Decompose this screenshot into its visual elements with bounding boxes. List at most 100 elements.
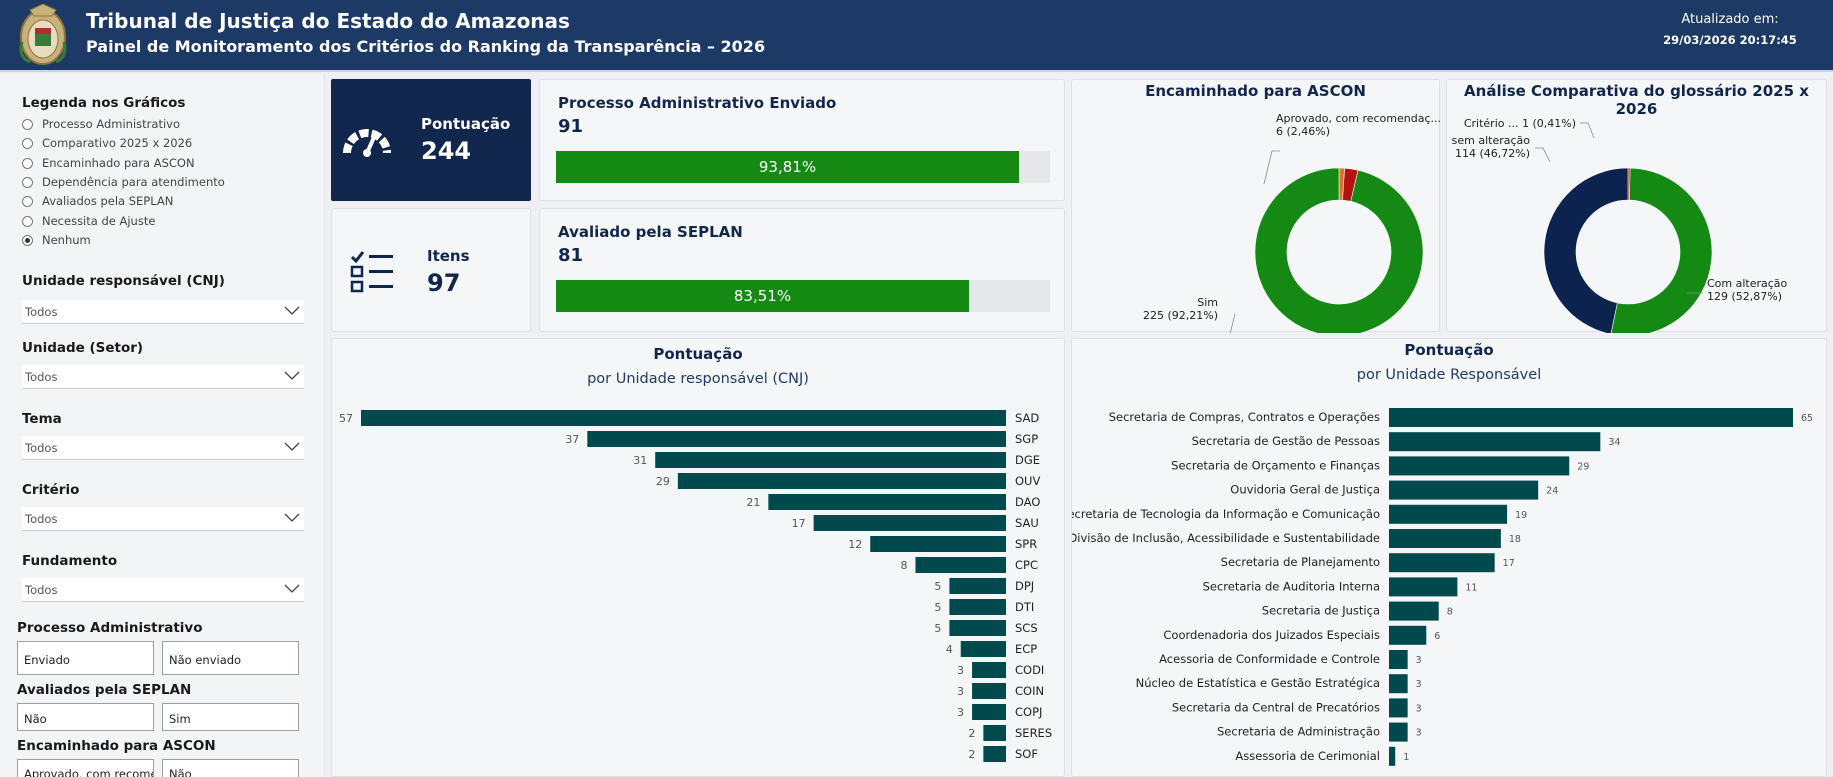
bar[interactable] bbox=[949, 599, 1006, 615]
bar[interactable] bbox=[1389, 746, 1396, 766]
bar[interactable] bbox=[361, 410, 1006, 426]
data-label: 12 bbox=[848, 538, 862, 551]
kpi-value: 244 bbox=[421, 137, 472, 165]
kpi-value: 97 bbox=[427, 269, 461, 297]
bar[interactable] bbox=[983, 746, 1006, 762]
bar[interactable] bbox=[655, 452, 1006, 468]
legend-option-comparativo[interactable]: Comparativo 2025 x 2026 bbox=[22, 136, 192, 150]
chart-title: Encaminhado para ASCON bbox=[1145, 82, 1366, 100]
category-label: Secretaria da Central de Precatórios bbox=[1172, 700, 1380, 714]
tile-ascon-aprovado[interactable]: Aprovado, com recomendações bbox=[17, 759, 154, 777]
tile-nao-enviado[interactable]: Não enviado bbox=[162, 641, 299, 675]
data-label: 6 bbox=[1434, 631, 1440, 642]
bar[interactable] bbox=[949, 578, 1006, 594]
tile-seplan-nao[interactable]: Não bbox=[17, 703, 154, 731]
category-label: Secretaria de Orçamento e Finanças bbox=[1171, 458, 1380, 472]
bar-chart-unidade: 65 Secretaria de Compras, Contratos e Ope… bbox=[1072, 408, 1813, 766]
bar[interactable] bbox=[983, 725, 1006, 741]
bar[interactable] bbox=[1389, 553, 1495, 573]
bar[interactable] bbox=[1389, 529, 1501, 548]
progress-value: 81 bbox=[558, 245, 584, 266]
progress-fill bbox=[556, 151, 1019, 183]
legend-option-dependencia[interactable]: Dependência para atendimento bbox=[22, 175, 225, 189]
bar[interactable] bbox=[1389, 698, 1408, 718]
slice-label[interactable]: Critério ... 1 (0,41%) bbox=[1464, 117, 1576, 130]
donut-slice[interactable] bbox=[1254, 167, 1424, 333]
category-label: Núcleo de Estatística e Gestão Estratégi… bbox=[1136, 676, 1380, 690]
checklist-icon bbox=[350, 251, 393, 293]
data-label: 1 bbox=[1403, 752, 1409, 763]
data-label: 57 bbox=[339, 412, 353, 425]
bar[interactable] bbox=[915, 557, 1006, 573]
bar[interactable] bbox=[972, 704, 1006, 720]
bar[interactable] bbox=[1389, 432, 1601, 452]
bar[interactable] bbox=[1389, 650, 1408, 669]
slice-label: sem alteração bbox=[1452, 134, 1531, 147]
filter-label-ascon: Encaminhado para ASCON bbox=[17, 738, 216, 754]
data-label: 19 bbox=[1515, 510, 1527, 521]
radio-icon bbox=[22, 176, 33, 188]
bar[interactable] bbox=[813, 515, 1006, 531]
category-label: SPR bbox=[1015, 537, 1037, 551]
bar[interactable] bbox=[1389, 577, 1458, 597]
category-label: SGP bbox=[1015, 432, 1038, 446]
bar[interactable] bbox=[960, 641, 1006, 657]
data-label: 29 bbox=[656, 475, 670, 488]
tile-seplan-sim[interactable]: Sim bbox=[162, 703, 299, 731]
dropdown-unidade-cnj[interactable]: Todos bbox=[22, 300, 304, 324]
bar[interactable] bbox=[1389, 601, 1439, 621]
progress-title: Avaliado pela SEPLAN bbox=[558, 223, 743, 241]
slice-label: Aprovado, com recomendaç... bbox=[1276, 112, 1441, 125]
chart-title: Pontuação bbox=[653, 345, 743, 363]
dropdown-tema[interactable]: Todos bbox=[22, 436, 304, 460]
tile-ascon-nao[interactable]: Não bbox=[162, 759, 299, 777]
bar[interactable] bbox=[768, 494, 1006, 510]
donut-chart-ascon: Aprovado, com recomendaç...6 (2,46%) Sim2… bbox=[1143, 112, 1441, 333]
data-label: 11 bbox=[1465, 582, 1477, 593]
data-label: 3 bbox=[957, 685, 964, 698]
bar[interactable] bbox=[1389, 674, 1408, 694]
dropdown-fundamento[interactable]: Todos bbox=[22, 578, 304, 602]
category-label: Secretaria de Gestão de Pessoas bbox=[1192, 434, 1380, 448]
bar[interactable] bbox=[1389, 722, 1408, 742]
data-label: 3 bbox=[1416, 655, 1422, 666]
filter-label-processo: Processo Administrativo bbox=[17, 620, 203, 636]
tile-enviado[interactable]: Enviado bbox=[17, 641, 154, 675]
category-label: Secretaria de Auditoria Interna bbox=[1203, 579, 1380, 593]
data-label: 65 bbox=[1801, 413, 1813, 424]
bar[interactable] bbox=[1389, 456, 1570, 476]
bar[interactable] bbox=[587, 431, 1006, 447]
donut-slice[interactable] bbox=[1610, 167, 1713, 333]
slice-value: 225 (92,21%) bbox=[1143, 309, 1218, 322]
data-label: 18 bbox=[1509, 534, 1521, 545]
bar[interactable] bbox=[1389, 504, 1508, 524]
dropdown-value: Todos bbox=[25, 370, 58, 384]
dropdown-unidade-setor[interactable]: Todos bbox=[22, 365, 304, 389]
filter-label-unidade-cnj: Unidade responsável (CNJ) bbox=[22, 273, 225, 289]
category-label: DAO bbox=[1015, 495, 1040, 509]
donut-slice[interactable] bbox=[1543, 167, 1629, 333]
chevron-down-icon bbox=[284, 513, 300, 522]
dropdown-value: Todos bbox=[25, 512, 58, 526]
category-label: DPJ bbox=[1015, 579, 1034, 593]
bar[interactable] bbox=[677, 473, 1006, 489]
bar[interactable] bbox=[949, 620, 1006, 636]
dropdown-criterio[interactable]: Todos bbox=[22, 507, 304, 531]
data-label: 8 bbox=[1447, 607, 1453, 618]
bar[interactable] bbox=[1389, 480, 1539, 500]
legend-option-processo[interactable]: Processo Administrativo bbox=[22, 117, 180, 131]
donut-card-ascon: Encaminhado para ASCON Aprovado, com rec… bbox=[1071, 79, 1441, 333]
filter-label-unidade-setor: Unidade (Setor) bbox=[22, 340, 144, 356]
bar[interactable] bbox=[1389, 625, 1427, 645]
data-label: 2 bbox=[968, 748, 975, 761]
bar[interactable] bbox=[870, 536, 1006, 552]
bar[interactable] bbox=[972, 683, 1006, 699]
filter-label-fundamento: Fundamento bbox=[22, 553, 118, 569]
legend-option-label: Necessita de Ajuste bbox=[42, 214, 156, 228]
bar[interactable] bbox=[1389, 408, 1793, 427]
legend-option-seplan[interactable]: Avaliados pela SEPLAN bbox=[22, 194, 173, 208]
legend-option-ajuste[interactable]: Necessita de Ajuste bbox=[22, 214, 155, 228]
legend-option-ascon[interactable]: Encaminhado para ASCON bbox=[22, 156, 195, 170]
legend-option-nenhum[interactable]: Nenhum bbox=[22, 233, 91, 247]
bar[interactable] bbox=[972, 662, 1006, 678]
